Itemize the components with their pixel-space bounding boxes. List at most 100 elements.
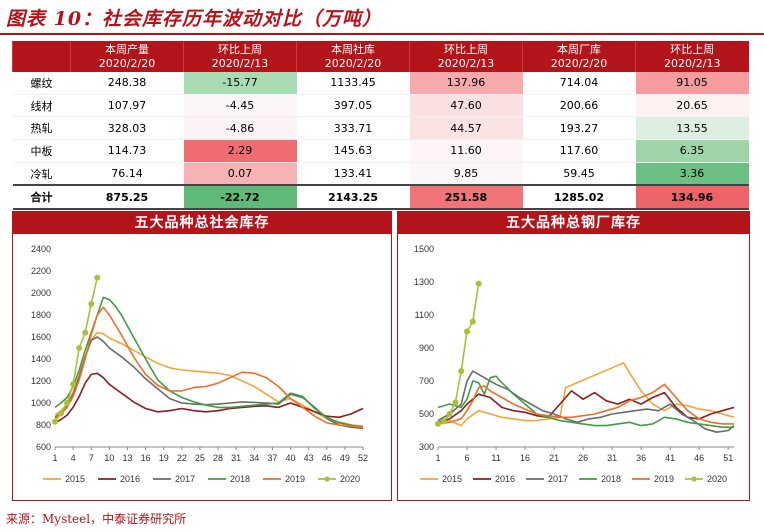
table-cell: 6.35 [635, 139, 749, 163]
table-cell: 2143.25 [296, 184, 410, 211]
header-line-1: 本周社库 [331, 42, 375, 56]
table-cell: 13.55 [635, 116, 749, 141]
table-cell: 251.58 [409, 184, 523, 211]
header-line-2: 2020/2/20 [98, 56, 156, 70]
table-cell: 114.73 [70, 139, 184, 163]
x-tick-label: 1 [435, 453, 440, 463]
row-label: 热轧 [12, 116, 71, 141]
data-point-2020 [64, 400, 71, 406]
header-line-1: 环比上周 [670, 42, 715, 56]
y-tick-label: 1600 [31, 332, 51, 342]
x-tick-label: 51 [723, 453, 733, 463]
x-tick-label: 1 [52, 453, 57, 463]
table-cell: 875.25 [70, 184, 184, 211]
x-tick-label: 31 [231, 453, 241, 463]
y-tick-label: 2200 [31, 266, 51, 276]
data-point-2020 [464, 328, 471, 335]
inventory-table: 本周产量 2020/2/20 环比上周 2020/2/13 本周社库 2020/2/20 环… [12, 41, 749, 211]
legend-label-2020: 2020 [707, 474, 727, 484]
y-tick-label: 1800 [31, 310, 51, 320]
table-header-cell: 本周产量 2020/2/20 [70, 41, 184, 72]
social-inventory-chart: 五大品种总社会库存 600 800 1000 1200 1400 1600 1800 2000… [12, 211, 392, 501]
x-tick-label: 6 [465, 453, 470, 463]
x-tick-label: 16 [141, 453, 151, 463]
table-cell: 47.60 [409, 94, 523, 118]
legend-label-2019: 2019 [654, 474, 674, 484]
table-cell: 137.96 [409, 72, 523, 95]
x-tick-label: 22 [177, 453, 187, 463]
legend-marker-2020 [691, 476, 697, 482]
x-tick-label: 4 [71, 453, 76, 463]
table-cell: 44.57 [409, 116, 523, 141]
y-tick-label: 500 [419, 409, 434, 419]
y-tick-label: 2400 [31, 244, 51, 254]
data-point-2020 [94, 274, 101, 281]
x-tick-label: 41 [665, 453, 675, 463]
x-tick-label: 31 [607, 453, 617, 463]
data-point-2020 [82, 329, 89, 336]
row-label: 中板 [12, 139, 71, 163]
table-cell: 11.60 [409, 139, 523, 163]
table-cell: -4.86 [183, 116, 297, 141]
table-cell: 193.27 [522, 116, 636, 141]
y-tick-label: 1100 [415, 310, 434, 320]
series-line-2018 [54, 296, 364, 428]
table-cell: 333.71 [296, 116, 410, 141]
data-point-2020 [52, 418, 58, 425]
table-row: 螺纹 248.38 -15.77 1133.45 137.96 714.04 91.05 [12, 72, 749, 95]
chart-title: 五大品种总钢厂库存 [398, 212, 749, 234]
y-tick-label: 900 [419, 343, 434, 353]
series-line-2015 [437, 362, 735, 427]
y-tick-label: 600 [36, 442, 51, 452]
y-tick-label: 1500 [414, 244, 434, 254]
y-tick-label: 800 [36, 420, 51, 430]
table-cell: 2.29 [183, 139, 297, 163]
row-label: 冷轧 [12, 162, 71, 186]
series-line-2020 [54, 277, 99, 423]
header-line-2: 2020/2/20 [324, 56, 382, 70]
table-row: 中板 114.73 2.29 145.63 11.60 117.60 6.35 [12, 139, 749, 163]
row-label: 螺纹 [12, 72, 71, 95]
table-cell: 76.14 [70, 162, 184, 186]
table-cell: 91.05 [635, 72, 749, 95]
legend-label-2017: 2017 [175, 474, 195, 484]
x-tick-label: 52 [358, 453, 368, 463]
header-line-1: 环比上周 [218, 42, 262, 56]
table-cell: 397.05 [296, 94, 410, 118]
x-tick-label: 37 [267, 453, 277, 463]
y-tick-label: 2000 [31, 288, 51, 298]
table-header-cell: 本周社库 2020/2/20 [296, 41, 410, 72]
table-cell: 133.41 [296, 162, 410, 186]
x-tick-label: 46 [694, 453, 704, 463]
row-label: 合计 [12, 184, 71, 211]
table-cell: 0.07 [183, 162, 297, 186]
table-cell: 3.36 [635, 162, 749, 186]
y-tick-label: 1200 [31, 376, 51, 386]
x-tick-label: 11 [491, 453, 500, 463]
x-tick-label: 49 [340, 453, 350, 463]
table-cell: 134.96 [635, 184, 749, 211]
legend-label-2015: 2015 [442, 474, 462, 484]
data-point-2020 [88, 301, 95, 307]
data-point-2020 [70, 381, 77, 388]
table-cell: 1285.02 [522, 184, 636, 211]
data-point-2020 [475, 280, 482, 287]
table-cell: 714.04 [522, 72, 636, 95]
x-tick-label: 13 [122, 453, 132, 463]
x-tick-label: 21 [549, 453, 559, 463]
table-cell: 59.45 [522, 162, 636, 186]
table-cell: 200.66 [522, 94, 636, 118]
header-line-2: 2020/2/13 [437, 56, 495, 70]
table-header-row: 本周产量 2020/2/20 环比上周 2020/2/13 本周社库 2020/2/20 环… [12, 41, 749, 72]
x-tick-label: 7 [89, 453, 94, 463]
table-header-cell: 环比上周 2020/2/13 [409, 41, 523, 72]
header-line-2: 2020/2/20 [550, 56, 608, 70]
x-tick-label: 43 [304, 453, 314, 463]
header-line-2: 2020/2/13 [664, 56, 721, 70]
data-point-2020 [458, 368, 465, 375]
legend-label-2018: 2018 [601, 474, 621, 484]
table-cell: -4.45 [183, 94, 297, 118]
legend-marker-2020 [324, 476, 330, 482]
series-line-2017 [437, 370, 735, 433]
legend-label-2015: 2015 [65, 474, 85, 484]
